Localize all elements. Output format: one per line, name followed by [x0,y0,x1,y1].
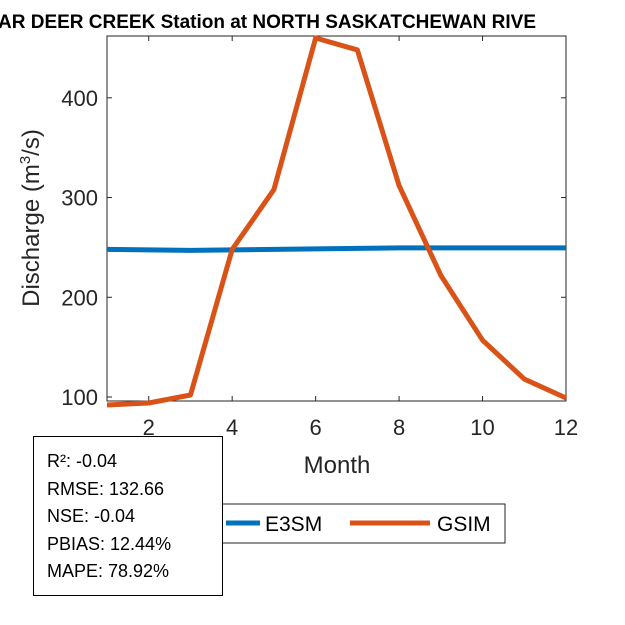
y-tick-label: 300 [61,186,98,211]
legend-label-e3sm: E3SM [265,513,322,536]
legend: E3SM GSIM [217,503,506,544]
y-tick-label: 100 [61,385,98,410]
x-tick-label: 8 [393,415,405,440]
stat-pbias: PBIAS: 12.44% [47,533,172,554]
stat-mape: MAPE: 78.92% [47,561,170,581]
x-tick-label: 10 [470,415,494,440]
y-axis-label: Discharge (m3/s) [17,129,45,307]
x-tick-label: 6 [310,415,322,440]
chart-title: AR DEER CREEK Station at NORTH SASKATCHE… [0,12,536,33]
stat-rmse: RMSE: 132.66 [47,478,165,499]
series-line-gsim [106,35,568,408]
x-axis-label: Month [304,452,371,479]
plot-area: 2 4 6 8 10 12 100 200 300 400 [61,35,578,440]
axes-box [106,35,567,402]
stat-nse: NSE: -0.04 [47,506,136,526]
x-tick-label: 2 [143,415,155,440]
x-tick-label: 12 [554,415,578,440]
stats-box: R²: -0.04 RMSE: 132.66 NSE: -0.04 PBIAS:… [33,436,223,596]
stat-r2: R²: -0.04 [47,451,118,471]
y-tick-label: 200 [61,285,98,310]
y-tick-label: 400 [61,86,98,111]
legend-label-gsim: GSIM [437,513,491,536]
series-line-e3sm [106,245,566,253]
x-tick-label: 4 [226,415,238,440]
